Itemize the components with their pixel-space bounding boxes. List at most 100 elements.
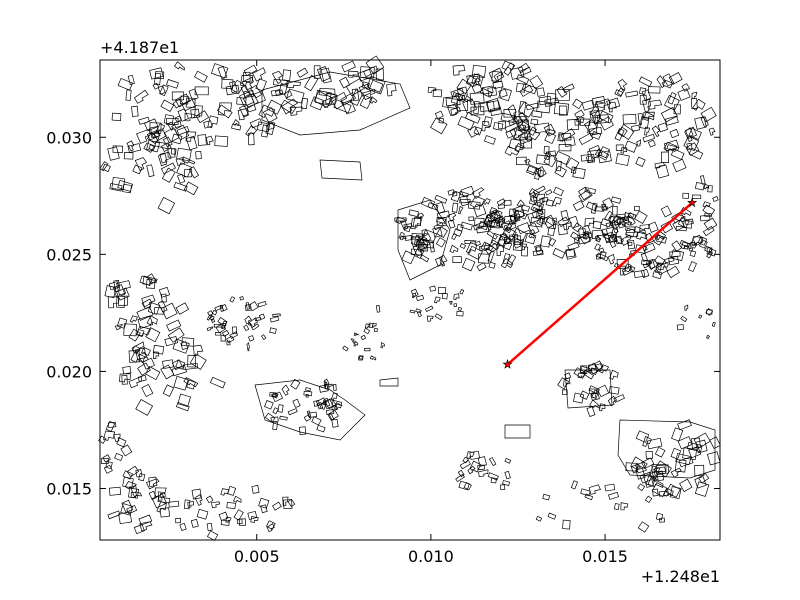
building-footprint — [141, 298, 153, 308]
building-footprint — [261, 334, 267, 340]
building-footprint — [117, 77, 133, 91]
building-footprint — [121, 499, 134, 513]
building-footprint — [218, 511, 229, 522]
building-footprint — [282, 496, 289, 506]
building-footprint — [504, 238, 512, 244]
building-footprint — [145, 327, 161, 343]
building-footprint — [279, 415, 288, 421]
building-footprint — [479, 101, 495, 112]
building-footprint — [622, 216, 630, 227]
building-footprint — [662, 79, 673, 89]
building-footprint — [679, 239, 691, 248]
building-footprint — [572, 167, 586, 179]
building-footprint — [429, 285, 437, 292]
building-footprint — [592, 220, 602, 230]
building-footprint — [664, 115, 679, 126]
building-footprint — [663, 95, 680, 111]
building-footprint — [133, 524, 145, 535]
building-footprint — [500, 484, 506, 491]
building-footprint — [114, 323, 123, 331]
building-footprint — [547, 512, 557, 520]
building-footprint — [162, 359, 174, 369]
building-footprint — [677, 88, 691, 101]
building-footprint — [187, 501, 194, 508]
building-footprint — [646, 437, 663, 450]
building-footprint — [610, 228, 619, 239]
building-footprint — [473, 203, 487, 218]
building-footprint — [154, 487, 167, 498]
building-footprint — [683, 244, 689, 250]
building-footprint — [437, 286, 446, 295]
building-footprint — [534, 122, 550, 134]
building-footprint — [589, 110, 600, 119]
building-footprint — [420, 254, 430, 263]
building-footprint — [589, 105, 600, 117]
building-footprint — [692, 194, 702, 200]
building-footprint — [182, 362, 199, 371]
building-footprint — [173, 375, 189, 391]
building-footprint — [594, 206, 605, 212]
building-footprint — [596, 252, 609, 262]
building-footprint — [130, 484, 138, 498]
building-footprint — [300, 97, 309, 110]
building-footprint — [553, 102, 570, 116]
building-footprint — [515, 213, 521, 221]
building-footprint — [555, 160, 562, 172]
building-footprint — [272, 407, 279, 415]
building-footprint — [342, 99, 356, 115]
building-footprint — [608, 101, 617, 113]
building-footprint — [608, 491, 619, 500]
building-footprint — [129, 315, 138, 323]
building-footprint — [117, 295, 128, 306]
building-footprint — [489, 207, 498, 215]
building-footprint — [620, 234, 632, 246]
building-footprint — [671, 240, 683, 252]
building-footprint — [264, 400, 274, 410]
building-footprint — [467, 245, 483, 260]
building-footprint — [305, 394, 309, 398]
building-footprint — [688, 147, 704, 160]
building-footprint — [653, 466, 667, 476]
building-footprint — [269, 316, 280, 323]
building-footprint — [535, 515, 543, 522]
building-footprint — [450, 92, 465, 104]
building-footprint — [562, 221, 572, 231]
building-footprint — [544, 97, 560, 107]
building-footprint — [582, 231, 590, 240]
building-footprint — [145, 279, 156, 289]
building-footprint — [543, 146, 550, 154]
building-footprint — [504, 470, 511, 480]
building-footprint — [436, 226, 448, 239]
building-footprint — [144, 118, 159, 132]
building-footprint — [197, 134, 207, 146]
building-footprint — [100, 457, 109, 464]
building-footprint — [159, 152, 168, 164]
building-footprint — [331, 399, 343, 407]
building-footprint — [506, 254, 517, 266]
building-footprint — [694, 116, 707, 130]
building-footprint — [627, 239, 636, 250]
building-footprint — [360, 334, 367, 341]
large-footprint — [397, 199, 451, 281]
building-footprint — [183, 499, 191, 510]
building-footprint — [669, 486, 682, 500]
building-footprint — [172, 338, 190, 354]
building-footprint — [670, 249, 685, 262]
building-footprint — [341, 60, 356, 73]
route-line — [506, 201, 693, 366]
building-footprint — [420, 233, 432, 247]
building-footprint — [226, 502, 236, 509]
building-footprint — [225, 516, 232, 523]
building-footprint — [564, 248, 577, 260]
building-footprint — [603, 231, 616, 244]
building-footprint — [257, 300, 267, 308]
building-footprint — [183, 377, 199, 388]
building-footprint — [342, 345, 349, 352]
building-footprint — [654, 162, 665, 169]
building-footprint — [467, 465, 476, 475]
building-footprint — [647, 86, 661, 94]
building-footprint — [479, 87, 493, 98]
building-footprint — [604, 483, 616, 492]
building-footprint — [105, 461, 113, 469]
building-footprint — [450, 106, 461, 116]
